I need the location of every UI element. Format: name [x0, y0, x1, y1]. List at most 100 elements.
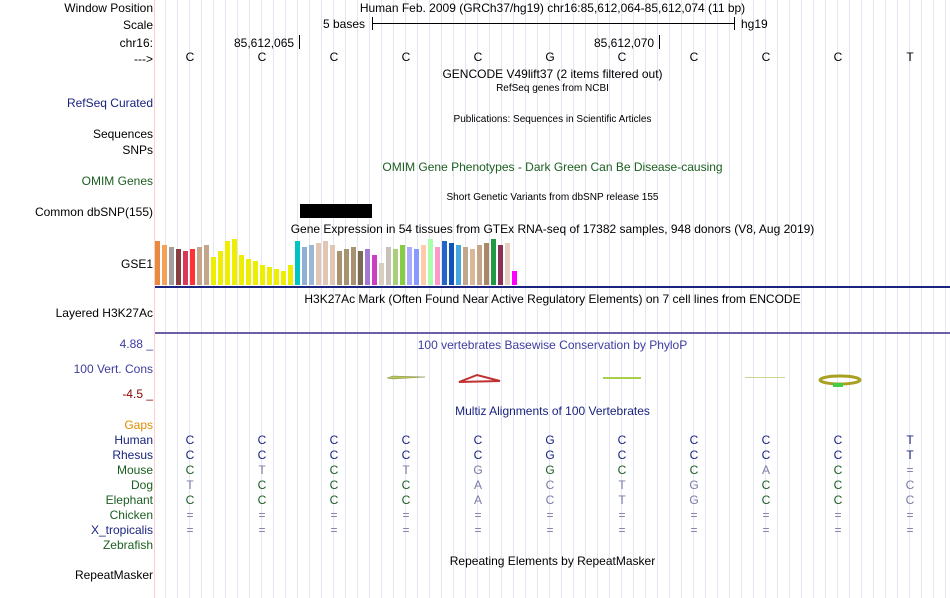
gtex-bar[interactable]: [358, 251, 363, 285]
gtex-bar[interactable]: [211, 257, 216, 285]
species-label[interactable]: Zebrafish: [102, 538, 153, 552]
gtex-bar[interactable]: [253, 261, 258, 285]
gtex-bar[interactable]: [155, 241, 160, 285]
scale-text: 5 bases: [323, 17, 366, 31]
gtex-bar[interactable]: [365, 249, 370, 285]
gtex-bar[interactable]: [316, 243, 321, 285]
gtex-bar[interactable]: [295, 241, 300, 285]
gaps-label[interactable]: Gaps: [124, 418, 153, 432]
omim-label[interactable]: OMIM Genes: [81, 174, 153, 188]
species-label[interactable]: Elephant: [105, 493, 153, 507]
gtex-bar[interactable]: [491, 239, 496, 285]
gtex-bar[interactable]: [176, 249, 181, 285]
grid-line: [849, 0, 850, 598]
gtex-bar[interactable]: [386, 247, 391, 285]
omim-title[interactable]: OMIM Gene Phenotypes - Dark Green Can Be…: [382, 160, 723, 174]
cons-title[interactable]: 100 vertebrates Basewise Conservation by…: [417, 338, 688, 352]
grid-line: [189, 0, 190, 598]
gtex-bar[interactable]: [246, 259, 251, 285]
gtex-bar[interactable]: [190, 249, 195, 285]
species-label[interactable]: Mouse: [116, 463, 153, 477]
grid-line: [537, 0, 538, 598]
grid-line: [789, 0, 790, 598]
gtex-bar[interactable]: [281, 271, 286, 285]
alignment-base: =: [402, 523, 410, 537]
gtex-bar[interactable]: [323, 241, 328, 285]
h3k27-title[interactable]: H3K27Ac Mark (Often Found Near Active Re…: [304, 292, 801, 306]
gtex-bar[interactable]: [169, 247, 174, 285]
gtex-bar[interactable]: [183, 251, 188, 285]
gtex-bar[interactable]: [435, 247, 440, 285]
snps-label[interactable]: SNPs: [122, 143, 153, 157]
gencode-title[interactable]: GENCODE V49lift37 (2 items filtered out): [442, 67, 663, 81]
alignment-base: C: [329, 448, 339, 462]
alignment-base: C: [185, 463, 195, 477]
gtex-bar[interactable]: [442, 241, 447, 285]
gtex-bar[interactable]: [267, 267, 272, 285]
gtex-bar[interactable]: [428, 239, 433, 285]
grid-line: [609, 0, 610, 598]
gtex-bar[interactable]: [337, 251, 342, 285]
gtex-bar[interactable]: [351, 247, 356, 285]
gtex-bar[interactable]: [484, 243, 489, 285]
species-label[interactable]: Chicken: [109, 508, 153, 522]
gtex-bar[interactable]: [302, 247, 307, 285]
refseq-label[interactable]: RefSeq Curated: [66, 96, 153, 110]
repeat-title[interactable]: Repeating Elements by RepeatMasker: [449, 554, 656, 568]
gtex-bar[interactable]: [393, 249, 398, 285]
gtex-bar[interactable]: [477, 245, 482, 285]
gtex-bar[interactable]: [225, 241, 230, 285]
refseq-title[interactable]: RefSeq genes from NCBI: [496, 83, 609, 94]
alignment-base: C: [545, 478, 555, 492]
gtex-bar[interactable]: [456, 245, 461, 285]
gtex-title[interactable]: Gene Expression in 54 tissues from GTEx …: [290, 222, 815, 236]
gtex-bar[interactable]: [372, 255, 377, 285]
alignment-base: C: [401, 433, 411, 447]
multiz-title[interactable]: Multiz Alignments of 100 Vertebrates: [455, 404, 650, 418]
grid-line: [741, 0, 742, 598]
gtex-bar[interactable]: [162, 245, 167, 285]
gtex-bar[interactable]: [421, 245, 426, 285]
dbsnp-title[interactable]: Short Genetic Variants from dbSNP releas…: [446, 192, 659, 203]
species-label[interactable]: Dog: [130, 478, 153, 492]
gtex-bar[interactable]: [197, 247, 202, 285]
gtex-bar[interactable]: [330, 245, 335, 285]
gtex-bar[interactable]: [309, 245, 314, 285]
alignment-base: C: [833, 493, 843, 507]
gtex-bar[interactable]: [407, 247, 412, 285]
species-label[interactable]: Human: [114, 433, 153, 447]
h3k27-label[interactable]: Layered H3K27Ac: [55, 306, 153, 320]
window-position-label[interactable]: Window Position: [64, 1, 153, 15]
gtex-bar[interactable]: [204, 245, 209, 285]
scale-label[interactable]: Scale: [122, 18, 153, 32]
gtex-bar[interactable]: [449, 243, 454, 285]
gtex-bar[interactable]: [470, 249, 475, 285]
gtex-bar[interactable]: [498, 245, 503, 285]
gtex-bar[interactable]: [218, 251, 223, 285]
gtex-bar[interactable]: [232, 239, 237, 285]
gtex-bar[interactable]: [379, 263, 384, 285]
gtex-bar[interactable]: [274, 269, 279, 285]
gtex-bar[interactable]: [512, 271, 517, 285]
pubs-title[interactable]: Publications: Sequences in Scientific Ar…: [453, 114, 652, 125]
grid-line: [525, 0, 526, 598]
gtex-bar[interactable]: [260, 265, 265, 285]
gtex-bar[interactable]: [344, 249, 349, 285]
sequences-label[interactable]: Sequences: [92, 127, 153, 141]
strand-label[interactable]: --->: [134, 52, 153, 66]
species-label[interactable]: X_tropicalis: [90, 523, 153, 537]
gtex-label[interactable]: GSE1: [120, 257, 153, 271]
alignment-base: =: [330, 523, 338, 537]
gtex-bar[interactable]: [414, 249, 419, 285]
gtex-bar[interactable]: [463, 247, 468, 285]
gtex-bar[interactable]: [288, 265, 293, 285]
species-label[interactable]: Rhesus: [112, 448, 153, 462]
gtex-bar[interactable]: [505, 243, 510, 285]
chrom-label[interactable]: chr16:: [119, 36, 153, 50]
gtex-bar[interactable]: [400, 245, 405, 285]
dbsnp-label[interactable]: Common dbSNP(155): [34, 205, 153, 219]
dbsnp-variant-block[interactable]: [300, 204, 372, 218]
repeat-label[interactable]: RepeatMasker: [74, 568, 153, 582]
gtex-bar[interactable]: [239, 255, 244, 285]
cons-label[interactable]: 100 Vert. Cons: [73, 362, 153, 376]
